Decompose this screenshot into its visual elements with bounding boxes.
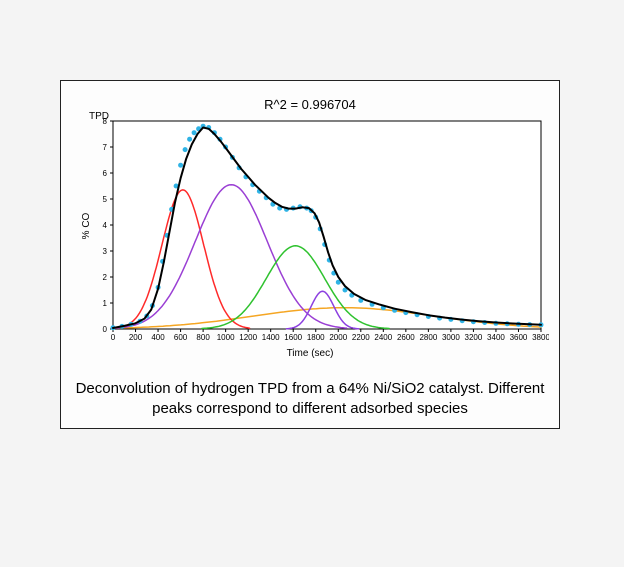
svg-text:1200: 1200 bbox=[239, 333, 257, 342]
x-axis-label: Time (sec) bbox=[71, 348, 549, 359]
svg-text:1000: 1000 bbox=[217, 333, 235, 342]
svg-text:1400: 1400 bbox=[262, 333, 280, 342]
y-axis-label: % CO bbox=[81, 213, 92, 240]
svg-text:0: 0 bbox=[111, 333, 116, 342]
svg-text:2000: 2000 bbox=[329, 333, 347, 342]
svg-text:3200: 3200 bbox=[465, 333, 483, 342]
svg-text:3400: 3400 bbox=[487, 333, 505, 342]
svg-text:400: 400 bbox=[151, 333, 165, 342]
svg-text:2600: 2600 bbox=[397, 333, 415, 342]
tpd-label: TPD bbox=[89, 111, 109, 122]
chart-area: R^2 = 0.996704 TPD % CO Time (sec) 0 200 4… bbox=[71, 91, 549, 361]
svg-text:4: 4 bbox=[103, 221, 108, 230]
svg-text:2400: 2400 bbox=[374, 333, 392, 342]
svg-text:800: 800 bbox=[196, 333, 210, 342]
svg-text:1600: 1600 bbox=[284, 333, 302, 342]
svg-text:2: 2 bbox=[103, 273, 108, 282]
svg-text:1800: 1800 bbox=[307, 333, 325, 342]
svg-text:3800: 3800 bbox=[532, 333, 549, 342]
svg-text:6: 6 bbox=[103, 169, 108, 178]
chart-svg: 0 200 400 600 800 1000 1200 1400 1600 1800 2000 220… bbox=[71, 91, 549, 361]
svg-text:2200: 2200 bbox=[352, 333, 370, 342]
svg-text:0: 0 bbox=[103, 325, 108, 334]
svg-text:7: 7 bbox=[103, 143, 108, 152]
svg-text:3600: 3600 bbox=[510, 333, 528, 342]
svg-text:3: 3 bbox=[103, 247, 108, 256]
svg-text:1: 1 bbox=[103, 299, 108, 308]
svg-text:5: 5 bbox=[103, 195, 108, 204]
svg-text:2800: 2800 bbox=[419, 333, 437, 342]
svg-text:200: 200 bbox=[129, 333, 143, 342]
svg-text:600: 600 bbox=[174, 333, 188, 342]
figure-frame: R^2 = 0.996704 TPD % CO Time (sec) 0 200 4… bbox=[60, 80, 560, 429]
chart-title: R^2 = 0.996704 bbox=[71, 97, 549, 112]
figure-caption: Deconvolution of hydrogen TPD from a 64%… bbox=[71, 379, 549, 420]
svg-text:3000: 3000 bbox=[442, 333, 460, 342]
